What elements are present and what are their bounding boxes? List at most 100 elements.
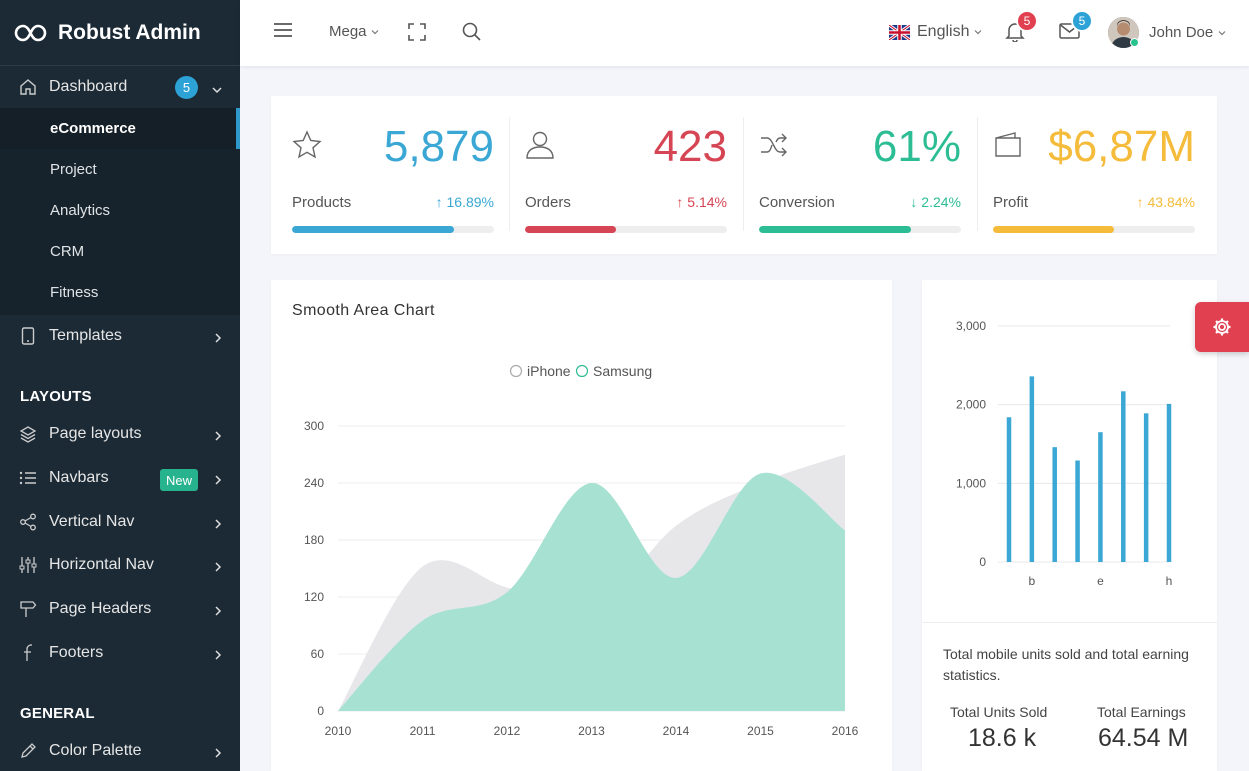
stat-label: Conversion bbox=[759, 194, 835, 211]
chevron-right-icon bbox=[214, 516, 222, 534]
x-tick-label: 2013 bbox=[578, 724, 605, 738]
sidebar-item-label: Vertical Nav bbox=[49, 513, 135, 530]
arrow-up-icon: ↑ bbox=[435, 194, 447, 210]
units-sold-value: 18.6 k bbox=[968, 724, 1037, 752]
sidebar-item-label: Page Headers bbox=[49, 600, 152, 617]
bar-chart-card: 0 1,000 2,000 3,000 b e h Total mobile units s… bbox=[922, 280, 1217, 771]
chevron-right-icon bbox=[214, 428, 222, 446]
sidebar-item-label: Navbars bbox=[49, 469, 109, 486]
pencil-icon bbox=[18, 741, 38, 761]
x-tick-label: e bbox=[1097, 574, 1104, 588]
expand-icon bbox=[408, 23, 426, 41]
bar[interactable] bbox=[1052, 447, 1057, 562]
chevron-down-icon bbox=[212, 81, 222, 99]
stat-progress-fill bbox=[292, 226, 454, 233]
area-chart-card: Smooth Area Chart 0 60 120 180 240 300 2010 201… bbox=[271, 280, 892, 771]
x-tick-label: 2012 bbox=[494, 724, 521, 738]
stat-progress-bar bbox=[525, 226, 727, 233]
chevron-down-icon bbox=[371, 29, 378, 34]
stat-change-value: 5.14% bbox=[687, 194, 727, 210]
sidebar-subitem-analytics[interactable]: Analytics bbox=[50, 202, 111, 219]
stat-change-value: 2.24% bbox=[921, 194, 961, 210]
bar-chart: 0 1,000 2,000 3,000 b e h bbox=[956, 319, 1173, 588]
chevron-right-icon bbox=[214, 647, 222, 665]
sidebar-item-templates[interactable]: Templates bbox=[0, 316, 240, 356]
area-series-samsung bbox=[338, 472, 845, 711]
menu-toggle-button[interactable] bbox=[273, 22, 293, 38]
sliders-icon bbox=[18, 555, 38, 575]
logo-icon bbox=[14, 24, 47, 41]
y-tick-label: 300 bbox=[304, 419, 324, 433]
customizer-toggle-button[interactable] bbox=[1195, 302, 1249, 352]
star-icon bbox=[292, 130, 322, 165]
wallet-icon bbox=[993, 130, 1023, 165]
bar[interactable] bbox=[1143, 413, 1149, 562]
stat-progress-fill bbox=[759, 226, 911, 233]
legend-label[interactable]: iPhone bbox=[527, 363, 571, 379]
stat-change-value: 43.84% bbox=[1147, 194, 1195, 210]
sidebar-item-label: Page layouts bbox=[49, 425, 142, 442]
total-earnings-label: Total Earnings bbox=[1097, 704, 1186, 720]
legend-marker bbox=[575, 364, 589, 378]
sidebar-item-navbars[interactable]: Navbars New bbox=[0, 458, 240, 498]
sidebar-item-page-headers[interactable]: Page Headers bbox=[0, 589, 240, 629]
language-selector[interactable]: English bbox=[889, 23, 982, 41]
user-menu[interactable]: John Doe bbox=[1108, 17, 1226, 48]
arrow-up-icon: ↑ bbox=[1136, 194, 1148, 210]
x-tick-label: 2016 bbox=[832, 724, 859, 738]
facebook-icon bbox=[18, 643, 38, 663]
stats-divider bbox=[977, 117, 978, 231]
bar[interactable] bbox=[1166, 403, 1172, 562]
uk-flag-icon bbox=[889, 24, 910, 40]
sidebar-subitem-fitness[interactable]: Fitness bbox=[50, 284, 99, 301]
stat-progress-bar bbox=[292, 226, 494, 233]
sidebar-subitem-project[interactable]: Project bbox=[50, 161, 97, 178]
legend-marker bbox=[509, 364, 523, 378]
sidebar-item-dashboard[interactable]: Dashboard 5 bbox=[0, 67, 240, 107]
bar[interactable] bbox=[1098, 432, 1103, 562]
sidebar-item-page-layouts[interactable]: Page layouts bbox=[0, 414, 240, 454]
stat-label: Profit bbox=[993, 194, 1029, 211]
stat-progress-bar bbox=[759, 226, 961, 233]
bar[interactable] bbox=[1006, 417, 1012, 562]
bar[interactable] bbox=[1075, 460, 1080, 562]
notifications-badge: 5 bbox=[1016, 10, 1038, 32]
online-status-dot bbox=[1130, 38, 1139, 47]
list-icon bbox=[18, 468, 38, 488]
sidebar-subitem-crm[interactable]: CRM bbox=[50, 243, 85, 260]
sidebar-item-color-palette[interactable]: Color Palette bbox=[0, 731, 240, 771]
layers-icon bbox=[18, 424, 38, 444]
brand[interactable]: Robust Admin bbox=[0, 0, 240, 66]
y-tick-label: 240 bbox=[304, 476, 324, 490]
bar[interactable] bbox=[1121, 391, 1126, 562]
x-tick-label: h bbox=[1166, 574, 1173, 588]
fullscreen-button[interactable] bbox=[408, 23, 426, 41]
brand-title: Robust Admin bbox=[58, 20, 201, 44]
sidebar-item-label: Footers bbox=[49, 644, 104, 661]
chevron-right-icon bbox=[214, 559, 222, 577]
section-heading-layouts: LAYOUTS bbox=[20, 388, 92, 405]
stat-change-value: 16.89% bbox=[446, 194, 494, 210]
sidebar: Robust Admin Dashboard 5 eCommerce Proje… bbox=[0, 0, 240, 771]
stat-label: Orders bbox=[525, 194, 571, 211]
stat-profit: $6,87M Profit ↑ 43.84% bbox=[993, 96, 1195, 254]
sidebar-item-label: Dashboard bbox=[49, 78, 128, 95]
stat-change: ↓ 2.24% bbox=[910, 194, 961, 210]
arrow-down-icon: ↓ bbox=[910, 194, 922, 210]
sidebar-item-vertical-nav[interactable]: Vertical Nav bbox=[0, 502, 240, 542]
sidebar-item-label: Color Palette bbox=[49, 742, 142, 759]
sidebar-subitem-ecommerce[interactable]: eCommerce bbox=[0, 108, 240, 149]
new-badge: New bbox=[160, 469, 199, 491]
stat-value: 5,879 bbox=[383, 122, 494, 171]
sidebar-item-horizontal-nav[interactable]: Horizontal Nav bbox=[0, 545, 240, 585]
legend-label[interactable]: Samsung bbox=[593, 363, 652, 379]
area-chart-title: Smooth Area Chart bbox=[292, 302, 435, 319]
bar[interactable] bbox=[1029, 376, 1035, 562]
stats-divider bbox=[509, 117, 510, 231]
y-tick-label: 0 bbox=[979, 555, 986, 569]
topbar: Mega English 5 5 John Doe bbox=[240, 0, 1249, 66]
dashboard-badge: 5 bbox=[175, 76, 198, 99]
sidebar-item-footers[interactable]: Footers bbox=[0, 633, 240, 673]
mega-menu-button[interactable]: Mega bbox=[329, 23, 379, 40]
search-button[interactable] bbox=[462, 22, 481, 41]
